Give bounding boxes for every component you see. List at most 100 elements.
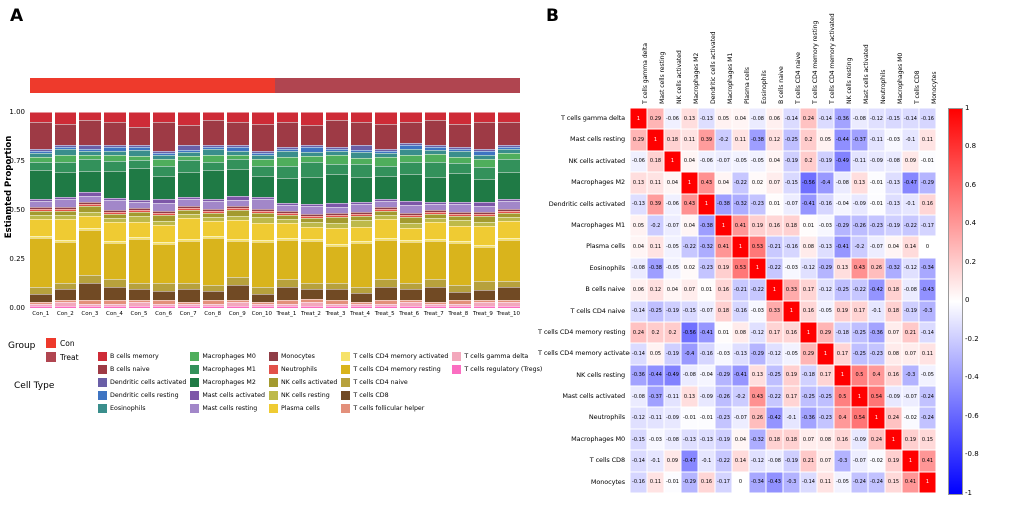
- heatmap-cell: 1: [715, 214, 732, 237]
- heatmap-cell: -0.24: [851, 471, 868, 494]
- bar-segment: [103, 150, 126, 155]
- heatmap-cell: 0.11: [681, 129, 698, 151]
- bar-segment: [103, 214, 126, 219]
- heatmap-cell: -0.07: [715, 150, 732, 173]
- bar-segment: [202, 305, 225, 308]
- heatmap-cell: -0.49: [664, 364, 681, 387]
- x-axis-label: Con_7: [179, 311, 197, 317]
- bar-segment: [153, 159, 175, 166]
- heatmap-cell: 0.29: [647, 108, 664, 130]
- heatmap-cell: -0.07: [851, 450, 868, 472]
- heatmap-cell: -0.1: [698, 450, 715, 472]
- bar-segment: [350, 303, 373, 306]
- heatmap-col-label: Dendritic cells activated: [709, 31, 717, 105]
- bar-segment: [424, 161, 447, 177]
- bar-segment: [449, 303, 471, 306]
- heatmap-cell: -0.11: [664, 386, 681, 408]
- bar-segment: [424, 212, 447, 215]
- heatmap-cell: -0.19: [817, 150, 834, 173]
- bar-segment: [498, 145, 521, 148]
- heatmap-cell: -0.22: [766, 257, 783, 280]
- heatmap-cell: -0.17: [715, 471, 732, 494]
- heatmap-cell: -0.01: [868, 193, 885, 215]
- heatmap-cell: 0.4: [868, 364, 885, 387]
- bar-segment: [449, 305, 471, 308]
- bar-segment: [30, 211, 52, 216]
- heatmap-row-label: Macrophages M0: [571, 434, 625, 443]
- heatmap-cell: 0.21: [800, 450, 817, 472]
- stacked-bar: [350, 112, 373, 308]
- heatmap-cell: -0.23: [817, 407, 834, 429]
- bar-segment: [375, 200, 397, 207]
- heatmap-cell: 1: [851, 386, 868, 408]
- bar-segment: [30, 206, 52, 209]
- heatmap-cell: -0.16: [732, 300, 749, 322]
- bar-segment: [30, 112, 52, 123]
- bar-segment: [276, 211, 299, 214]
- cell-type-swatch: [268, 378, 278, 387]
- bar-segment: [30, 287, 52, 294]
- bar-segment: [276, 149, 299, 152]
- bar-segment: [227, 299, 249, 302]
- heatmap-cell: -0.56: [800, 172, 817, 194]
- bar-segment: [473, 211, 496, 215]
- group-legend-swatch: [46, 352, 56, 362]
- heatmap-cell: -0.16: [817, 193, 834, 215]
- bar-segment: [424, 218, 447, 223]
- heatmap-cell: 0.11: [647, 172, 664, 194]
- cell-type-legend: B cells memory B cells naive Dendritic cel…: [98, 351, 542, 414]
- bar-segment: [449, 150, 471, 157]
- bar-segment: [498, 299, 521, 302]
- cell-type-swatch: [98, 378, 107, 387]
- heatmap-cell: -0.06: [698, 150, 715, 173]
- heatmap-cell: 1: [681, 172, 698, 194]
- bar-segment: [276, 204, 299, 211]
- bar-segment: [202, 169, 225, 199]
- bar-segment: [399, 301, 422, 306]
- bar-segment: [325, 289, 348, 300]
- bar-segment: [325, 112, 348, 121]
- bar-segment: [251, 151, 274, 154]
- bar-segment: [301, 241, 323, 283]
- heatmap-cell: -0.43: [766, 471, 783, 494]
- bar-segment: [424, 305, 447, 308]
- bar-segment: [202, 237, 225, 286]
- heatmap-cell: -0.03: [749, 300, 766, 322]
- colorbar-tick-labels: 1 0.8 0.6 0.4 0.2 0 -0.2 -0.4 -0.6 -0.8 -1: [965, 104, 995, 496]
- cell-type-legend-item: B cells naive: [98, 364, 186, 375]
- bar-segment: [301, 147, 323, 152]
- bar-segment: [251, 305, 274, 308]
- bar-segment: [177, 214, 200, 219]
- heatmap-col-label: NK cells activated: [675, 50, 683, 104]
- cell-type-swatch: [341, 365, 351, 374]
- bar-segment: [54, 145, 77, 148]
- cell-type-label: Mast cells resting: [202, 405, 258, 412]
- heatmap-row-label: T cells gamma delta: [560, 114, 625, 122]
- bar-segment: [473, 205, 496, 212]
- bar-segment: [153, 153, 175, 156]
- bar-segment: [227, 305, 249, 308]
- bar-segment: [424, 203, 447, 210]
- heatmap-cell: -0.05: [919, 364, 936, 387]
- cell-type-legend-column: T cells CD4 memory activated T cells CD4 …: [341, 351, 448, 414]
- bar-segment: [128, 289, 151, 300]
- bar-segment: [251, 211, 274, 214]
- bar-segment: [202, 221, 225, 236]
- cell-type-label: B cells naive: [110, 366, 150, 373]
- heatmap-cell: -0.25: [766, 364, 783, 387]
- heatmap-cell: 0.43: [681, 193, 698, 215]
- bar-segment: [79, 216, 101, 229]
- heatmap-col-label: Monocytes: [930, 71, 938, 104]
- bar-segment: [375, 165, 397, 176]
- x-axis-label: Treat_3: [325, 311, 346, 317]
- bar-segment: [30, 303, 52, 306]
- bar-segment: [30, 208, 52, 211]
- bar-segment: [473, 201, 496, 206]
- heatmap-cell: -0.12: [766, 343, 783, 365]
- bar-segment: [350, 122, 373, 146]
- heatmap-cell: -0.12: [868, 108, 885, 130]
- stacked-bar: [325, 112, 348, 308]
- stacked-bar-plot: [30, 112, 521, 308]
- heatmap-cell: 0.43: [851, 257, 868, 280]
- heatmap-cell: -0.03: [885, 129, 902, 151]
